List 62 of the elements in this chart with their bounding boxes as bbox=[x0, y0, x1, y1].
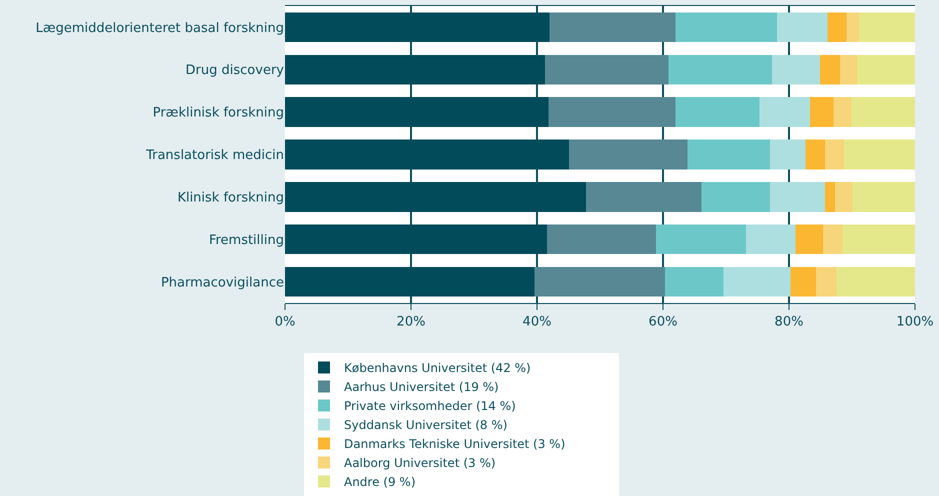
bar bbox=[746, 224, 796, 254]
bar bbox=[858, 12, 915, 42]
bar bbox=[772, 54, 820, 84]
bar bbox=[842, 224, 915, 254]
y-tick-label: Lægemiddelorienteret basal forskning bbox=[36, 20, 284, 36]
bar bbox=[816, 266, 836, 297]
bar bbox=[759, 97, 810, 127]
bar bbox=[824, 182, 835, 212]
bar bbox=[823, 224, 843, 254]
bar bbox=[820, 54, 840, 84]
x-tick-label: 60% bbox=[648, 314, 678, 330]
y-tick-label: Fremstilling bbox=[208, 232, 284, 248]
bar bbox=[844, 140, 915, 170]
x-tick-label: 0% bbox=[274, 314, 296, 330]
legend-label: Danmarks Tekniske Universitet (3 %) bbox=[344, 437, 566, 452]
bar bbox=[790, 266, 816, 297]
bar bbox=[701, 182, 770, 212]
x-tick-label: 20% bbox=[396, 314, 426, 330]
bar bbox=[548, 97, 676, 127]
y-tick-label: Pharmacovigilance bbox=[160, 275, 284, 290]
bar bbox=[858, 54, 915, 84]
bar bbox=[586, 182, 702, 212]
bar bbox=[827, 12, 846, 42]
bar bbox=[810, 97, 834, 127]
legend-label: Andre (9 %) bbox=[344, 475, 416, 490]
x-tick-label: 100% bbox=[896, 314, 934, 330]
bar bbox=[569, 140, 688, 170]
bar bbox=[550, 12, 676, 42]
bar bbox=[547, 224, 656, 254]
y-tick-label: Drug discovery bbox=[186, 63, 284, 78]
bar bbox=[777, 12, 828, 42]
bar bbox=[688, 140, 770, 170]
bar bbox=[656, 224, 746, 254]
bar bbox=[836, 266, 915, 297]
bar bbox=[851, 97, 915, 127]
legend-label: Private virksomheder (14 %) bbox=[344, 399, 516, 414]
bar bbox=[846, 12, 859, 42]
bar bbox=[840, 54, 858, 84]
x-tick-label: 40% bbox=[522, 314, 552, 330]
bar bbox=[534, 266, 665, 297]
legend-label: Syddansk Universitet (8 %) bbox=[344, 418, 508, 432]
bar bbox=[668, 54, 772, 84]
y-tick-label: Klinisk forskning bbox=[177, 190, 284, 206]
legend-label: Københavns Universitet (42 %) bbox=[344, 361, 531, 376]
bar bbox=[852, 182, 915, 212]
bar bbox=[824, 140, 844, 170]
legend-label: Aalborg Universitet (3 %) bbox=[344, 456, 496, 470]
x-tick-label: 80% bbox=[774, 314, 804, 330]
bar bbox=[795, 224, 824, 254]
bar bbox=[545, 54, 669, 84]
bar bbox=[770, 140, 806, 170]
y-tick-label: Translatorisk medicin bbox=[145, 148, 284, 164]
bar bbox=[834, 182, 853, 212]
y-tick-label: Præklinisk forskning bbox=[152, 106, 284, 121]
bar bbox=[676, 97, 760, 127]
bar bbox=[676, 12, 778, 42]
bar bbox=[834, 97, 852, 127]
legend-label: Aarhus Universitet (19 %) bbox=[344, 380, 499, 394]
bar bbox=[664, 266, 724, 297]
bar bbox=[770, 182, 825, 212]
bar bbox=[723, 266, 790, 297]
bar bbox=[805, 140, 825, 170]
